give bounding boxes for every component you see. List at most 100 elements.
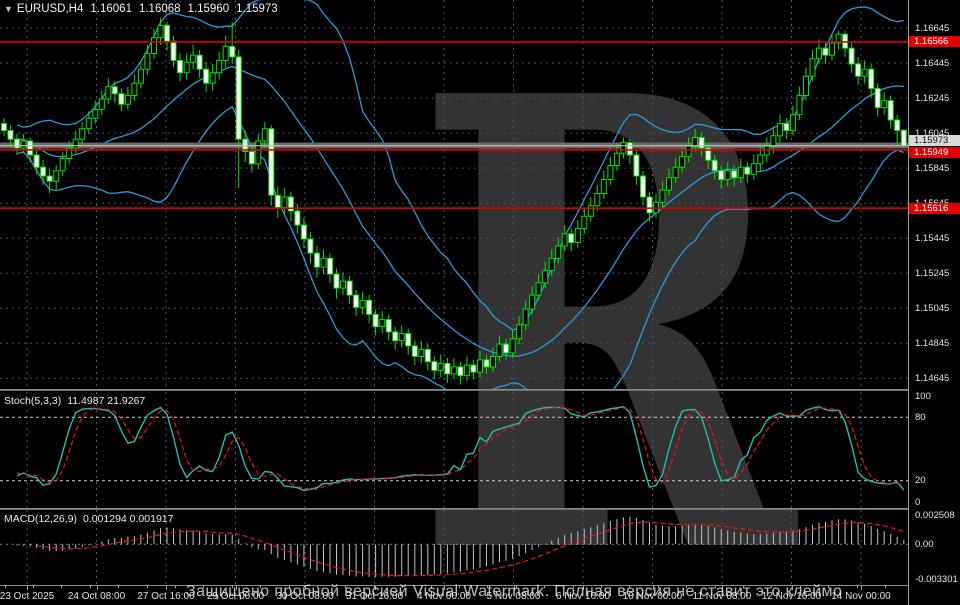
time-tick-minor	[316, 586, 318, 588]
time-tick-minor	[657, 586, 659, 588]
quote-open: 1.16061	[90, 3, 132, 15]
time-axis-label: 23 Oct 2025	[0, 591, 55, 602]
time-tick-major	[374, 586, 376, 590]
stoch-axis-label: 80	[915, 411, 926, 423]
time-tick-minor	[828, 586, 830, 588]
macd-axis-label: 0.002508	[915, 509, 955, 521]
symbol-timeframe: EURUSD,H4	[16, 3, 84, 15]
dropdown-marker-icon[interactable]: ▼	[4, 4, 13, 14]
macd-axis-label: 0.00	[915, 538, 934, 550]
time-axis-label: 4 Nov 00:00	[417, 591, 471, 602]
time-tick-minor	[174, 586, 176, 588]
time-tick-minor	[600, 586, 602, 588]
time-axis[interactable]: 23 Oct 2025 24 Oct 08:00 27 Oct 16:00 29 Oc…	[0, 586, 908, 605]
level-price-label: 1.15616	[909, 202, 960, 214]
macd-canvas[interactable]	[0, 510, 908, 585]
trial-watermark-text: Защищено пробной версией Visual Watermar…	[186, 583, 843, 600]
grid	[0, 0, 908, 390]
time-tick-minor	[231, 586, 233, 588]
macd-panel[interactable]: MACD(12,26,9) 0.001294 0.001917	[0, 510, 908, 585]
price-axis-label: 1.16045	[915, 127, 950, 139]
time-tick-major	[722, 586, 723, 590]
price-axis-label: 1.16445	[915, 57, 950, 69]
grid	[26, 392, 862, 508]
level-price-label: 1.15949	[909, 146, 960, 158]
chart-title: ▼ EURUSD,H4 1.16061 1.16068 1.15960 1.15973	[4, 3, 285, 15]
quote-close: 1.15973	[236, 3, 278, 15]
time-tick-minor	[714, 586, 716, 588]
macd-name: MACD(12,26,9)	[4, 513, 77, 525]
price-axis-label: 1.14845	[915, 337, 950, 349]
time-tick-minor	[742, 586, 744, 588]
time-tick-major	[96, 586, 98, 590]
panel-separator[interactable]	[0, 389, 960, 391]
time-tick-major	[444, 586, 445, 590]
watermark-letter: R	[414, 0, 796, 605]
time-tick-minor	[799, 586, 801, 588]
time-tick-major	[791, 586, 793, 590]
time-axis-label: 30 Oct 08:00	[276, 591, 334, 602]
stochastic-canvas[interactable]	[0, 392, 908, 508]
stochastic-panel[interactable]: Stoch(5,3,3) 11.4987 21.9267	[0, 392, 908, 508]
stoch-axis-label: 20	[915, 475, 926, 487]
time-tick-minor	[203, 586, 205, 588]
time-axis-label: 24 Oct 08:00	[67, 591, 126, 602]
price-axis-label: 1.15845	[915, 162, 950, 174]
price-axis[interactable]: 1.16645 1.16445 1.16245 1.16045 1.15845 1.156…	[908, 0, 960, 605]
quote-low: 1.15960	[187, 3, 230, 15]
time-tick-minor	[146, 586, 148, 588]
time-tick-major	[235, 586, 237, 590]
stoch-k-line	[16, 405, 905, 492]
macd-label: MACD(12,26,9) 0.001294 0.001917	[4, 513, 179, 525]
price-axis-label: 1.15045	[915, 302, 950, 314]
time-tick-minor	[686, 586, 688, 588]
stochastic-name: Stoch(5,3,3)	[4, 395, 62, 407]
price-axis-label: 1.15245	[915, 267, 950, 279]
time-axis-label: 6 Nov 16:00	[556, 591, 610, 602]
time-tick-minor	[544, 586, 546, 588]
time-axis-label: 12 Nov 16:00	[761, 591, 822, 602]
time-axis-label: 10 Nov 00:00	[622, 591, 683, 602]
time-axis-label: 27 Oct 16:00	[137, 591, 195, 602]
level-lines[interactable]	[0, 41, 908, 209]
time-tick-minor	[629, 586, 631, 588]
level-price-label: 1.16566	[909, 36, 960, 48]
stoch-axis-label: 100	[915, 390, 931, 402]
quote-high: 1.16068	[138, 3, 181, 15]
price-axis-label: 1.16245	[915, 92, 950, 104]
time-tick-minor	[89, 586, 91, 588]
time-axis-separator	[0, 585, 960, 586]
time-tick-minor	[884, 586, 886, 588]
main-chart-panel[interactable]: ▼ EURUSD,H4 1.16061 1.16068 1.15960 1.15973	[0, 0, 908, 390]
macd-signal-line	[36, 521, 904, 577]
time-tick-minor	[572, 586, 574, 588]
macd-axis-label: -0.003301	[915, 573, 958, 585]
price-axis-label: 1.16645	[915, 22, 950, 34]
macd-values: 0.001294 0.001917	[82, 513, 174, 525]
time-tick-minor	[515, 586, 517, 588]
time-tick-major	[652, 586, 654, 590]
stoch-axis-label: 0	[915, 496, 921, 508]
time-axis-label: 29 Oct 00:00	[206, 591, 265, 602]
main-chart-canvas[interactable]	[0, 0, 908, 390]
time-tick-minor	[260, 586, 262, 588]
time-axis-label: 31 Oct 16:00	[345, 591, 404, 602]
time-axis-label: 11 Nov 08:00	[692, 591, 752, 602]
stochastic-values: 11.4987 21.9267	[67, 395, 146, 407]
time-tick-minor	[61, 586, 63, 588]
price-axis-label: 1.15445	[915, 232, 950, 244]
time-tick-major	[166, 586, 167, 590]
time-tick-minor	[487, 586, 489, 588]
time-tick-minor	[402, 586, 404, 588]
time-tick-minor	[771, 586, 773, 588]
time-axis-label: 14 Nov 00:00	[831, 591, 891, 602]
time-tick-minor	[856, 586, 858, 588]
time-tick-minor	[373, 586, 375, 588]
price-axis-label: 1.14645	[915, 372, 950, 384]
time-tick-major	[27, 586, 28, 590]
time-tick-minor	[458, 586, 460, 588]
time-tick-minor	[32, 586, 34, 588]
panel-separator[interactable]	[0, 508, 960, 510]
stochastic-label: Stoch(5,3,3) 11.4987 21.9267	[4, 395, 151, 407]
time-tick-minor	[288, 586, 290, 588]
